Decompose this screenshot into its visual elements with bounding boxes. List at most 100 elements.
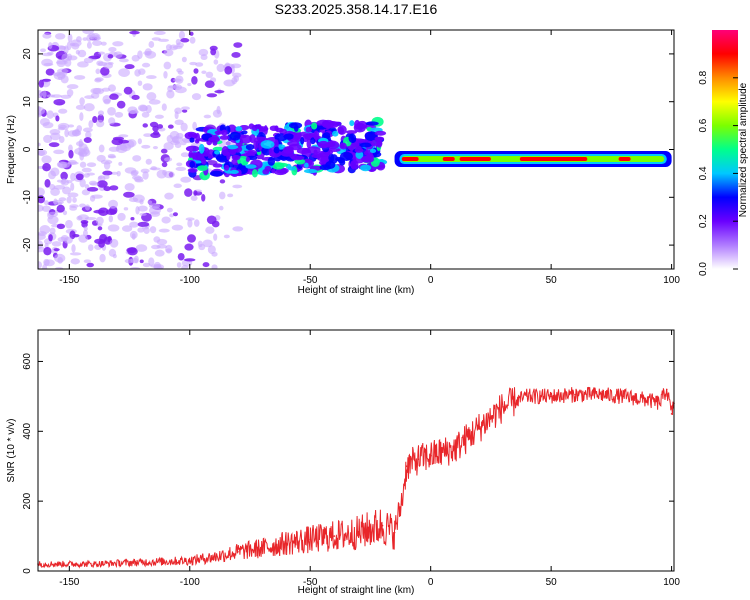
heatmap-cell	[280, 150, 294, 157]
heatmap-cell	[48, 234, 53, 242]
heatmap-cell	[82, 127, 93, 133]
heatmap-cell	[198, 143, 205, 154]
heatmap-cell	[193, 68, 199, 74]
heatmap-cell	[87, 244, 94, 251]
heatmap-cell	[184, 243, 194, 251]
heatmap-cell	[209, 170, 223, 177]
heatmap-cell	[245, 143, 255, 151]
colorbar-label: Normalized spectral amplitude	[738, 82, 749, 217]
heatmap-cell	[214, 150, 220, 155]
x-tick-label: -150	[59, 577, 79, 588]
heatmap-cell	[142, 123, 148, 128]
heatmap-cell	[93, 209, 105, 214]
heatmap-cell	[306, 138, 312, 149]
heatmap-cell	[191, 75, 198, 85]
heatmap-cell	[108, 117, 116, 125]
heatmap-cell	[311, 122, 318, 130]
heatmap-cell	[57, 122, 70, 130]
heatmap-cell	[102, 95, 112, 104]
heatmap-cell	[354, 147, 364, 153]
heatmap-cell	[251, 124, 258, 132]
heatmap-cell	[97, 226, 103, 231]
heatmap-cell	[189, 36, 196, 44]
heatmap-cell	[187, 168, 198, 173]
snr-series-line	[38, 386, 674, 569]
heatmap-cell	[345, 130, 358, 135]
heatmap-cell	[287, 140, 300, 147]
snr-point	[405, 465, 408, 468]
heatmap-cell	[114, 111, 124, 118]
y-tick-label: 0	[22, 568, 33, 574]
heatmap-cell	[42, 264, 48, 269]
heatmap-cell	[187, 234, 196, 243]
heatmap-cell	[212, 163, 223, 168]
heatmap-cell	[177, 70, 184, 75]
heatmap-cell	[60, 234, 69, 242]
heatmap-cell	[163, 142, 174, 151]
heatmap-cell	[137, 138, 142, 145]
heatmap-cell	[82, 37, 88, 41]
heatmap-cell	[70, 182, 75, 191]
heatmap-cell	[350, 159, 359, 170]
heatmap-cell	[103, 62, 114, 69]
x-axis-label: Height of straight line (km)	[298, 585, 415, 596]
heatmap-cell	[41, 205, 51, 212]
heatmap-cell	[247, 149, 257, 155]
heatmap-cell	[47, 215, 59, 225]
heatmap-cell	[89, 182, 99, 186]
heatmap-cell	[127, 106, 138, 115]
heatmap-cell	[56, 161, 67, 168]
snr-point	[646, 399, 649, 401]
heatmap-cell	[66, 89, 74, 97]
heatmap-cell	[161, 161, 168, 168]
snr-point	[213, 556, 215, 558]
heatmap-cell	[38, 261, 43, 269]
heatmap-cell	[92, 40, 103, 47]
heatmap-cell	[139, 212, 147, 216]
heatmap-cell	[56, 223, 66, 230]
heatmap-cell	[45, 68, 55, 76]
heatmap-cell	[156, 244, 168, 249]
heatmap-cell	[205, 71, 214, 79]
heatmap-cell	[198, 243, 206, 251]
y-tick-label: 600	[22, 353, 33, 370]
heatmap-cell	[100, 41, 107, 46]
heatmap-cell	[219, 205, 224, 211]
heatmap-cell	[180, 122, 188, 132]
heatmap-cell	[58, 108, 68, 114]
heatmap-cell	[118, 139, 130, 144]
heatmap-cell	[152, 145, 158, 150]
heatmap-cell	[305, 126, 312, 133]
heatmap-cell	[107, 224, 120, 232]
heatmap-cell	[214, 89, 225, 94]
heatmap-cell	[75, 141, 84, 147]
heatmap-cell	[67, 33, 73, 43]
heatmap-cell	[83, 259, 92, 264]
x-axis-label: Height of straight line (km)	[298, 285, 415, 296]
heatmap-cell	[163, 61, 172, 70]
colorbar-tick-label: 0.8	[698, 70, 709, 84]
heatmap-cell	[232, 72, 242, 78]
heatmap-cell	[203, 114, 212, 119]
heatmap-cell	[260, 140, 275, 149]
heatmap-cell	[374, 130, 387, 136]
heatmap-cell	[72, 234, 80, 238]
heatmap-cell	[81, 167, 92, 173]
colorbar	[712, 30, 738, 269]
heatmap-cell	[218, 191, 226, 200]
heatmap-cell	[332, 130, 339, 137]
heatmap-cell	[148, 99, 161, 105]
snr-point	[381, 524, 384, 527]
heatmap-cell	[98, 51, 105, 55]
heatmap-cell	[317, 140, 330, 149]
heatmap-cell	[100, 159, 113, 165]
heatmap-cell	[141, 62, 151, 68]
heatmap-cell	[71, 244, 76, 253]
heatmap-cell	[96, 180, 108, 188]
heatmap-cell	[92, 87, 105, 95]
heatmap-cell	[223, 234, 230, 239]
heatmap-cell	[69, 204, 79, 208]
heatmap-cell	[369, 148, 377, 154]
heatmap-cell	[229, 169, 239, 174]
heatmap-cell	[146, 92, 157, 101]
